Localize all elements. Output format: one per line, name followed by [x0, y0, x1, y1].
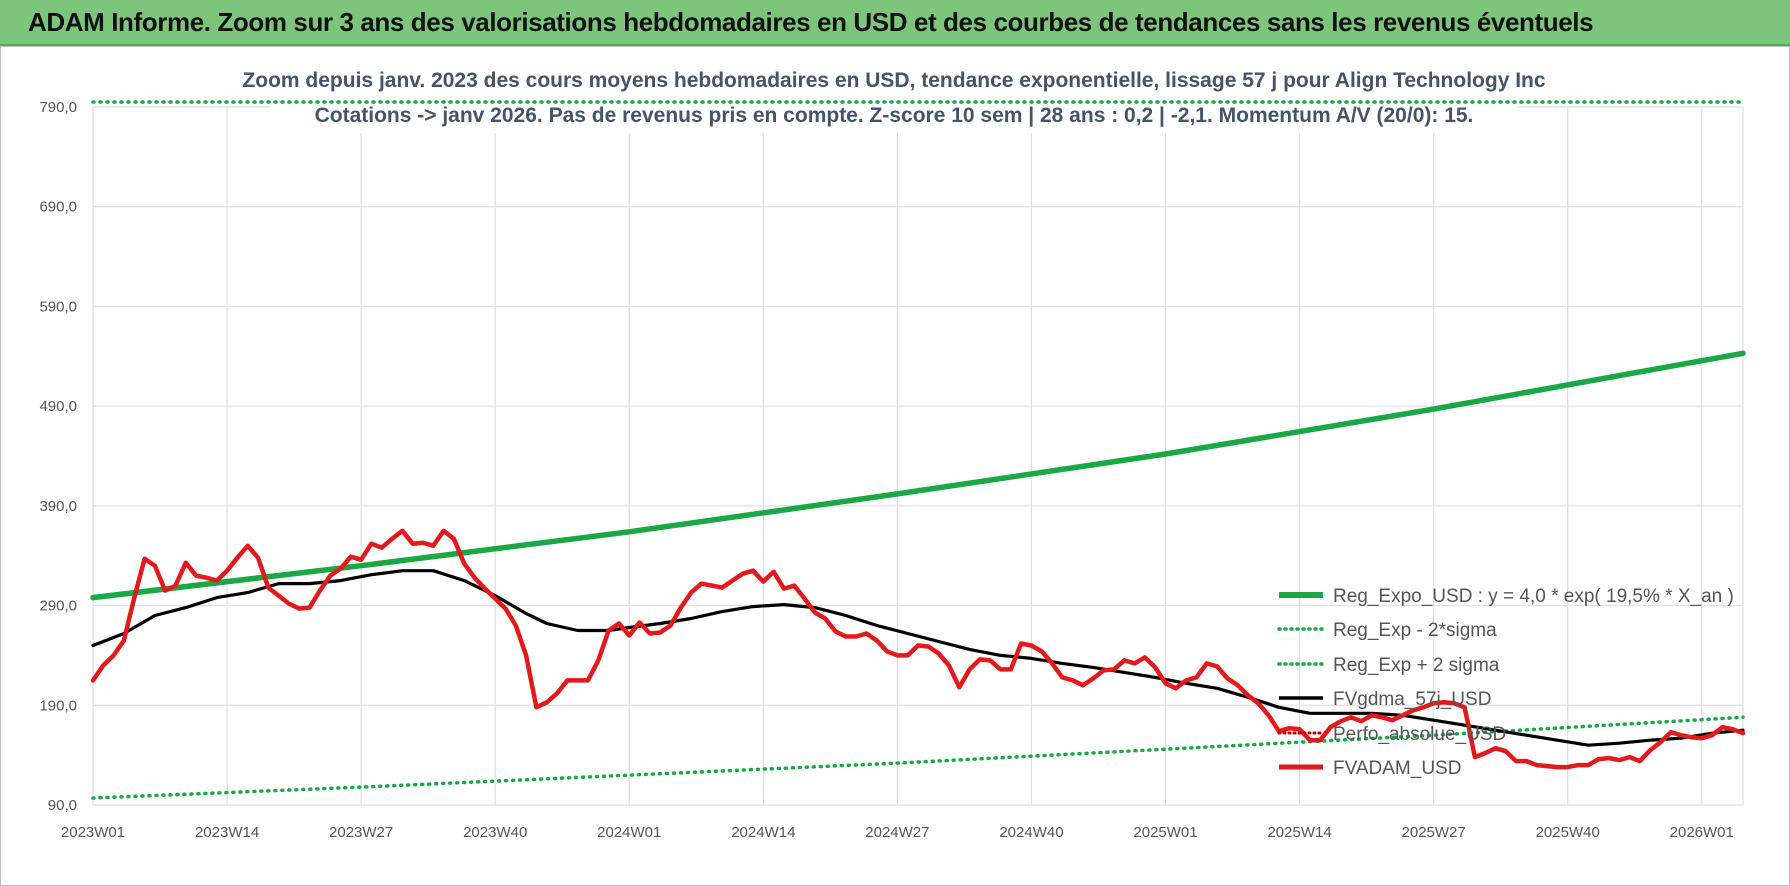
x-axis-ticks: 2023W01 2023W14 2023W27 2023W40 2024W01 2024W…: [61, 824, 1734, 841]
y-tick-label: 290,0: [39, 598, 77, 615]
legend-label-perfo: Perfo_absolue_USD: [1333, 724, 1506, 745]
x-tick-label: 2024W40: [999, 824, 1063, 841]
legend-item-sigma-minus: Reg_Exp - 2*sigma: [1277, 620, 1497, 641]
legend-label-sigma-plus: Reg_Exp + 2 sigma: [1333, 655, 1500, 676]
legend-item-perfo: Perfo_absolue_USD: [1277, 724, 1506, 745]
chart-frame: 90,0 190,0 290,0 390,0 490,0 590,0 690,0 790,0 …: [0, 46, 1790, 886]
y-tick-label: 390,0: [39, 498, 77, 515]
y-tick-label: 590,0: [39, 298, 77, 315]
series-reg-exp-minus-2sigma: [91, 715, 1745, 800]
x-tick-label: 2025W27: [1402, 824, 1466, 841]
legend-label-reg-expo: Reg_Expo_USD : y = 4,0 * exp( 19,5% * X_…: [1333, 586, 1734, 607]
series-layer: [90, 100, 1746, 800]
y-axis-ticks: 90,0 190,0 290,0 390,0 490,0 590,0 690,0 790,0: [39, 99, 77, 814]
x-tick-label: 2024W01: [597, 824, 661, 841]
x-tick-label: 2024W14: [731, 824, 795, 841]
x-tick-label: 2026W01: [1670, 824, 1734, 841]
x-tick-label: 2023W27: [329, 824, 393, 841]
x-tick-label: 2025W40: [1536, 824, 1600, 841]
legend-item-fvgdma: FVgdma_57j_USD: [1279, 689, 1491, 710]
x-tick-label: 2023W40: [463, 824, 527, 841]
x-tick-label: 2023W14: [195, 824, 259, 841]
y-tick-label: 190,0: [39, 697, 77, 714]
series-reg-expo: [90, 350, 1746, 601]
y-tick-label: 690,0: [39, 199, 77, 216]
line-chart: 90,0190,0290,0390,0490,0590,0690,0790,0 …: [39, 59, 1746, 841]
y-tick-label: 90,0: [48, 797, 77, 814]
x-tick-label: 2025W14: [1267, 824, 1331, 841]
legend-item-reg-expo: Reg_Expo_USD : y = 4,0 * exp( 19,5% * X_…: [1279, 586, 1734, 607]
x-tick-label: 2023W01: [61, 824, 125, 841]
legend-label-fvgdma: FVgdma_57j_USD: [1333, 689, 1491, 710]
y-tick-label: 490,0: [39, 398, 77, 415]
x-tick-label: 2025W01: [1133, 824, 1197, 841]
x-tick-label: 2024W27: [865, 824, 929, 841]
series-fvadam: [90, 528, 1746, 770]
legend: Reg_Expo_USD : y = 4,0 * exp( 19,5% * X_…: [1277, 586, 1734, 779]
chart-title-line-2: Cotations -> janv 2026. Pas de revenus p…: [315, 104, 1474, 127]
legend-label-sigma-minus: Reg_Exp - 2*sigma: [1333, 620, 1497, 641]
y-tick-label: 790,0: [39, 99, 77, 116]
legend-item-sigma-plus: Reg_Exp + 2 sigma: [1277, 655, 1500, 676]
legend-label-fvadam: FVADAM_USD: [1333, 758, 1461, 779]
grid-layer: [92, 106, 1744, 806]
title-banner: ADAM Informe. Zoom sur 3 ans des valoris…: [0, 0, 1790, 46]
series-fvgdma-57j: [91, 569, 1745, 747]
chart-title-line-1: Zoom depuis janv. 2023 des cours moyens …: [242, 69, 1545, 92]
chart-title-box: [271, 59, 1517, 133]
legend-item-fvadam: FVADAM_USD: [1279, 758, 1461, 779]
banner-title: ADAM Informe. Zoom sur 3 ans des valoris…: [28, 7, 1594, 37]
